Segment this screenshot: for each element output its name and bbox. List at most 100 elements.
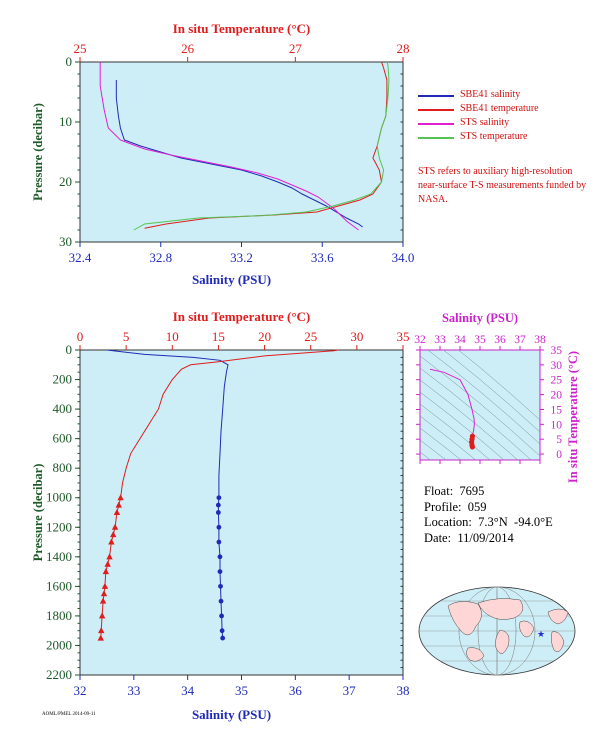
panel2-marker-salinity bbox=[217, 554, 223, 560]
panel2-pressure-tick-label: 2200 bbox=[46, 667, 72, 682]
location: Location: 7.3°N -94.0°E bbox=[424, 515, 553, 529]
world-map-landmass bbox=[466, 647, 485, 662]
panel2-temperature-tick-label: 25 bbox=[304, 329, 317, 344]
legend-item-sbe41-salinity: SBE41 salinity bbox=[418, 88, 539, 102]
ts-density-contour bbox=[443, 350, 540, 433]
panel2-marker-salinity bbox=[218, 598, 224, 604]
panel2-pressure-tick-label: 400 bbox=[53, 401, 73, 416]
legend-label-sts-temperature: STS temperature bbox=[460, 131, 528, 142]
float-number: Float: 7695 bbox=[424, 484, 485, 498]
float-location-marker: ★ bbox=[537, 629, 545, 639]
panel1-temperature-tick-label: 27 bbox=[289, 41, 303, 56]
panel2-marker-temperature bbox=[102, 568, 110, 575]
panel2-marker-temperature bbox=[98, 627, 105, 634]
ts-density-contour bbox=[420, 439, 447, 460]
panel1-temperature-axis-title: In situ Temperature (°C) bbox=[173, 21, 311, 36]
panel2-temperature-tick-label: 5 bbox=[123, 329, 130, 344]
panel2-temperature-tick-label: 35 bbox=[397, 329, 410, 344]
footer-credit: AOML/PMEL 2014-09-11 bbox=[42, 712, 96, 717]
ts-plot-area bbox=[419, 349, 541, 461]
world-map-landmass bbox=[495, 629, 510, 654]
panel1-pressure-tick-label: 10 bbox=[59, 114, 72, 129]
panel2-pressure-axis-title: Pressure (decibar) bbox=[31, 464, 45, 562]
panel1-temperature-tick-label: 26 bbox=[181, 41, 195, 56]
ts-temperature-tick-label: 20 bbox=[551, 390, 563, 402]
panel2-temperature-tick-label: 20 bbox=[258, 329, 271, 344]
panel1-pressure-tick-label: 0 bbox=[66, 54, 73, 69]
ts-density-contour bbox=[458, 350, 540, 421]
panel2-marker-temperature bbox=[108, 538, 115, 545]
ts-salinity-tick-label: 33 bbox=[434, 334, 446, 346]
panel2-plot-area bbox=[79, 349, 404, 676]
panel1-salinity-axis-title: Salinity (PSU) bbox=[192, 272, 271, 287]
top-chart-legend: SBE41 salinity SBE41 temperature STS sal… bbox=[418, 88, 539, 144]
world-map-landmass bbox=[447, 601, 482, 636]
panel2-salinity-tick-label: 34 bbox=[181, 683, 195, 698]
panel1-plot-area bbox=[79, 61, 404, 243]
ts-salinity-tick-label: 36 bbox=[494, 334, 506, 346]
panel2-pressure-tick-label: 1800 bbox=[46, 608, 72, 623]
ts-temperature-tick-label: 10 bbox=[551, 419, 563, 431]
panel1-salinity-tick-label: 33.6 bbox=[311, 250, 334, 265]
ts-deep-point bbox=[469, 444, 475, 450]
panel2-marker-salinity bbox=[218, 583, 223, 589]
panel1-salinity-tick-label: 33.2 bbox=[230, 250, 253, 265]
ts-salinity-tick-label: 32 bbox=[414, 334, 426, 346]
legend-label-sbe41-salinity: SBE41 salinity bbox=[460, 89, 521, 100]
world-map-landmass bbox=[519, 620, 535, 638]
panel2-marker-temperature bbox=[98, 612, 106, 619]
panel2-temperature-tick-label: 15 bbox=[212, 329, 225, 344]
panel2-pressure-tick-label: 800 bbox=[53, 460, 73, 475]
ts-salinity-axis-title: Salinity (PSU) bbox=[442, 311, 518, 325]
ts-density-contour bbox=[427, 350, 540, 445]
panel2-temperature-tick-label: 30 bbox=[350, 329, 363, 344]
legend-swatch-sbe41-temperature bbox=[418, 109, 454, 111]
profile-number: Profile: 059 bbox=[424, 499, 487, 514]
panel2-marker-temperature bbox=[100, 590, 108, 597]
panel2-marker-salinity bbox=[216, 539, 222, 545]
panel2-marker-salinity bbox=[215, 510, 221, 515]
ts-density-contour bbox=[420, 415, 477, 460]
panel2-marker-temperature bbox=[115, 501, 122, 508]
date: Date: 11/09/2014 bbox=[424, 530, 514, 545]
ts-density-contour bbox=[420, 379, 519, 460]
ts-temperature-tick-label: 30 bbox=[551, 360, 563, 372]
ts-temperature-tick-label: 0 bbox=[556, 449, 562, 461]
panel2-marker-salinity bbox=[217, 569, 223, 574]
ts-salinity-tick-label: 37 bbox=[514, 334, 526, 346]
ts-density-contour bbox=[420, 367, 532, 460]
legend-label-sts-salinity: STS salinity bbox=[460, 117, 510, 128]
panel2-salinity-tick-label: 33 bbox=[127, 683, 140, 698]
panel2-marker-salinity bbox=[219, 613, 224, 619]
ts-density-contour bbox=[420, 355, 540, 457]
float-info: Float: 7695 Profile: 059 Location: 7.3°N… bbox=[424, 484, 553, 546]
panel2-salinity-tick-label: 36 bbox=[289, 683, 303, 698]
ts-temperature-tick-label: 15 bbox=[551, 404, 563, 416]
world-map-landmass bbox=[547, 608, 569, 625]
legend-item-sts-salinity: STS salinity bbox=[418, 116, 539, 130]
panel2-marker-salinity bbox=[216, 495, 222, 501]
world-map-landmass bbox=[477, 598, 524, 620]
panel2-marker-temperature bbox=[113, 509, 121, 515]
panel1-temperature-tick-label: 25 bbox=[74, 41, 87, 56]
ts-density-contour bbox=[420, 427, 462, 460]
ts-density-contour bbox=[420, 403, 491, 460]
panel1-temperature-tick-label: 28 bbox=[397, 41, 410, 56]
panel2-salinity-tick-label: 38 bbox=[397, 683, 410, 698]
panel2-marker-temperature bbox=[101, 582, 109, 589]
ts-salinity-tick-label: 38 bbox=[534, 334, 546, 346]
panel1-salinity-tick-label: 32.8 bbox=[149, 250, 172, 265]
panel2-salinity-axis-title: Salinity (PSU) bbox=[192, 707, 271, 722]
legend-item-sbe41-temperature: SBE41 temperature bbox=[418, 102, 539, 116]
panel2-marker-temperature bbox=[106, 553, 113, 560]
panel2-marker-salinity bbox=[216, 524, 222, 530]
panel2-marker-salinity bbox=[219, 628, 225, 634]
panel2-marker-temperature bbox=[117, 494, 124, 501]
panel2-pressure-tick-label: 200 bbox=[53, 372, 73, 387]
panel2-pressure-tick-label: 1000 bbox=[46, 490, 72, 505]
panel1-series-sts-temperature bbox=[133, 61, 390, 231]
panel2-pressure-tick-label: 1400 bbox=[46, 549, 72, 564]
panel2-salinity-tick-label: 35 bbox=[235, 683, 248, 698]
world-map-landmass bbox=[551, 631, 565, 652]
